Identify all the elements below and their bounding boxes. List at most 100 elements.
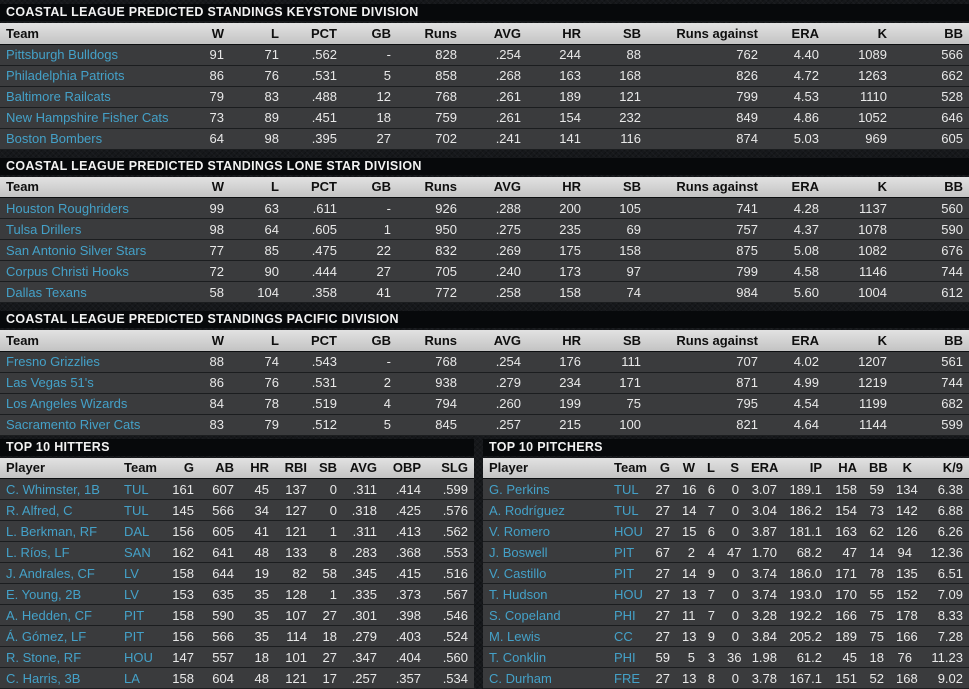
column-header-team[interactable]: Team (0, 23, 168, 45)
column-header-runs-against[interactable]: Runs against (647, 176, 764, 198)
column-header-bb[interactable]: BB (893, 23, 969, 45)
team-link[interactable]: TUL (118, 478, 160, 500)
column-header-era[interactable]: ERA (764, 176, 825, 198)
team-link[interactable]: LV (118, 583, 160, 605)
team-link[interactable]: DAL (118, 520, 160, 542)
column-header-hr[interactable]: HR (527, 330, 587, 352)
team-link[interactable]: Boston Bombers (0, 128, 168, 150)
column-header-g[interactable]: G (648, 457, 676, 479)
column-header-bb[interactable]: BB (893, 330, 969, 352)
player-link[interactable]: V. Castillo (483, 562, 608, 584)
column-header-hr[interactable]: HR (240, 457, 275, 479)
team-link[interactable]: Fresno Grizzlies (0, 351, 168, 373)
player-link[interactable]: S. Copeland (483, 604, 608, 626)
team-link[interactable]: PIT (608, 562, 648, 584)
column-header-l[interactable]: L (701, 457, 721, 479)
team-link[interactable]: FRE (608, 667, 648, 689)
column-header-hr[interactable]: HR (527, 23, 587, 45)
column-header-l[interactable]: L (230, 330, 285, 352)
column-header-slg[interactable]: SLG (427, 457, 474, 479)
player-link[interactable]: R. Alfred, C (0, 499, 118, 521)
column-header-w[interactable]: W (168, 23, 230, 45)
player-link[interactable]: L. Berkman, RF (0, 520, 118, 542)
team-link[interactable]: New Hampshire Fisher Cats (0, 107, 168, 129)
team-link[interactable]: TUL (608, 499, 648, 521)
column-header-bb[interactable]: BB (863, 457, 890, 479)
column-header-gb[interactable]: GB (343, 23, 397, 45)
column-header-pct[interactable]: PCT (285, 176, 343, 198)
column-header-avg[interactable]: AVG (463, 176, 527, 198)
column-header-runs-against[interactable]: Runs against (647, 23, 764, 45)
team-link[interactable]: San Antonio Silver Stars (0, 239, 168, 261)
column-header-rbi[interactable]: RBI (275, 457, 313, 479)
column-header-team[interactable]: Team (118, 457, 160, 479)
player-link[interactable]: R. Stone, RF (0, 646, 118, 668)
column-header-ha[interactable]: HA (828, 457, 863, 479)
column-header-gb[interactable]: GB (343, 176, 397, 198)
column-header-runs[interactable]: Runs (397, 23, 463, 45)
column-header-era[interactable]: ERA (764, 330, 825, 352)
team-link[interactable]: TUL (118, 499, 160, 521)
player-link[interactable]: T. Conklin (483, 646, 608, 668)
column-header-w[interactable]: W (676, 457, 701, 479)
team-link[interactable]: LV (118, 562, 160, 584)
column-header-sb[interactable]: SB (587, 23, 647, 45)
team-link[interactable]: PHI (608, 604, 648, 626)
column-header-era[interactable]: ERA (745, 457, 783, 479)
column-header-hr[interactable]: HR (527, 176, 587, 198)
column-header-team[interactable]: Team (0, 330, 168, 352)
column-header-runs[interactable]: Runs (397, 176, 463, 198)
column-header-k[interactable]: K (890, 457, 918, 479)
column-header-g[interactable]: G (160, 457, 200, 479)
column-header-player[interactable]: Player (483, 457, 608, 479)
team-link[interactable]: Pittsburgh Bulldogs (0, 44, 168, 66)
team-link[interactable]: HOU (608, 520, 648, 542)
column-header-obp[interactable]: OBP (383, 457, 427, 479)
team-link[interactable]: LA (118, 667, 160, 689)
team-link[interactable]: TUL (608, 478, 648, 500)
player-link[interactable]: C. Harris, 3B (0, 667, 118, 689)
team-link[interactable]: PIT (608, 541, 648, 563)
column-header-avg[interactable]: AVG (463, 330, 527, 352)
team-link[interactable]: CC (608, 625, 648, 647)
column-header-w[interactable]: W (168, 330, 230, 352)
team-link[interactable]: Corpus Christi Hooks (0, 260, 168, 282)
column-header-l[interactable]: L (230, 176, 285, 198)
player-link[interactable]: J. Boswell (483, 541, 608, 563)
column-header-avg[interactable]: AVG (463, 23, 527, 45)
team-link[interactable]: Baltimore Railcats (0, 86, 168, 108)
column-header-k-9[interactable]: K/9 (918, 457, 969, 479)
column-header-bb[interactable]: BB (893, 176, 969, 198)
column-header-k[interactable]: K (825, 330, 893, 352)
team-link[interactable]: Las Vegas 51's (0, 372, 168, 394)
player-link[interactable]: Á. Gómez, LF (0, 625, 118, 647)
team-link[interactable]: HOU (608, 583, 648, 605)
team-link[interactable]: Philadelphia Patriots (0, 65, 168, 87)
column-header-gb[interactable]: GB (343, 330, 397, 352)
column-header-team[interactable]: Team (0, 176, 168, 198)
player-link[interactable]: M. Lewis (483, 625, 608, 647)
team-link[interactable]: HOU (118, 646, 160, 668)
player-link[interactable]: L. Ríos, LF (0, 541, 118, 563)
column-header-team[interactable]: Team (608, 457, 648, 479)
column-header-era[interactable]: ERA (764, 23, 825, 45)
column-header-pct[interactable]: PCT (285, 330, 343, 352)
column-header-pct[interactable]: PCT (285, 23, 343, 45)
team-link[interactable]: PIT (118, 604, 160, 626)
player-link[interactable]: C. Whimster, 1B (0, 478, 118, 500)
player-link[interactable]: V. Romero (483, 520, 608, 542)
column-header-runs[interactable]: Runs (397, 330, 463, 352)
column-header-s[interactable]: S (721, 457, 745, 479)
column-header-l[interactable]: L (230, 23, 285, 45)
player-link[interactable]: J. Andrales, CF (0, 562, 118, 584)
column-header-ab[interactable]: AB (200, 457, 240, 479)
team-link[interactable]: SAN (118, 541, 160, 563)
player-link[interactable]: T. Hudson (483, 583, 608, 605)
column-header-player[interactable]: Player (0, 457, 118, 479)
player-link[interactable]: A. Rodríguez (483, 499, 608, 521)
team-link[interactable]: Tulsa Drillers (0, 218, 168, 240)
player-link[interactable]: G. Perkins (483, 478, 608, 500)
column-header-ip[interactable]: IP (783, 457, 828, 479)
player-link[interactable]: E. Young, 2B (0, 583, 118, 605)
column-header-k[interactable]: K (825, 23, 893, 45)
